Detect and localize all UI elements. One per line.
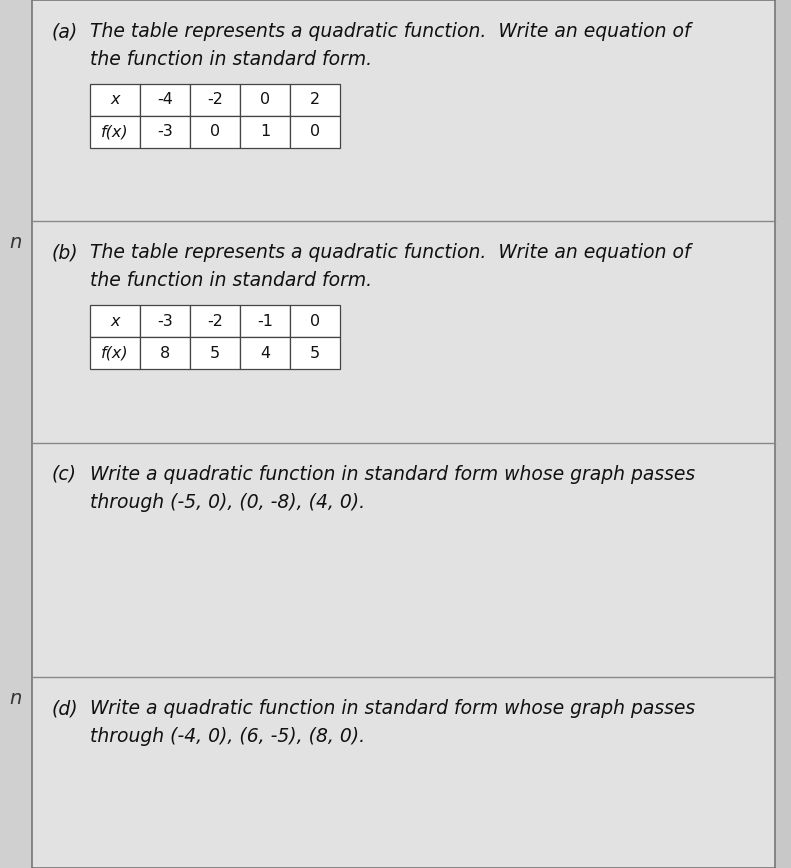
Text: n: n bbox=[9, 689, 22, 708]
Bar bbox=[140, 338, 190, 370]
Bar bbox=[240, 306, 290, 338]
Bar bbox=[90, 116, 140, 148]
Bar bbox=[290, 84, 340, 116]
Text: through (-4, 0), (6, -5), (8, 0).: through (-4, 0), (6, -5), (8, 0). bbox=[90, 727, 365, 746]
Text: 4: 4 bbox=[260, 345, 270, 361]
Text: through (-5, 0), (0, -8), (4, 0).: through (-5, 0), (0, -8), (4, 0). bbox=[90, 493, 365, 511]
Text: 0: 0 bbox=[210, 124, 220, 140]
Text: 1: 1 bbox=[260, 124, 270, 140]
Text: (b): (b) bbox=[52, 243, 78, 262]
Text: -3: -3 bbox=[157, 124, 173, 140]
Text: the function in standard form.: the function in standard form. bbox=[90, 272, 372, 290]
Bar bbox=[0, 0, 32, 868]
Text: 0: 0 bbox=[310, 314, 320, 329]
Bar bbox=[290, 306, 340, 338]
Text: (a): (a) bbox=[52, 22, 78, 41]
Bar bbox=[90, 338, 140, 370]
Text: Write a quadratic function in standard form whose graph passes: Write a quadratic function in standard f… bbox=[90, 464, 695, 483]
Bar bbox=[290, 116, 340, 148]
Text: x: x bbox=[110, 314, 119, 329]
Text: Write a quadratic function in standard form whose graph passes: Write a quadratic function in standard f… bbox=[90, 699, 695, 718]
Text: The table represents a quadratic function.  Write an equation of: The table represents a quadratic functio… bbox=[90, 243, 691, 262]
Bar bbox=[140, 84, 190, 116]
Text: -4: -4 bbox=[157, 93, 173, 108]
Text: (c): (c) bbox=[52, 464, 77, 483]
Bar bbox=[140, 116, 190, 148]
Text: 8: 8 bbox=[160, 345, 170, 361]
Text: -2: -2 bbox=[207, 93, 223, 108]
Text: n: n bbox=[9, 233, 22, 253]
Text: -1: -1 bbox=[257, 314, 273, 329]
Text: 0: 0 bbox=[260, 93, 270, 108]
Text: x: x bbox=[110, 93, 119, 108]
Text: f(x): f(x) bbox=[101, 345, 129, 361]
Bar bbox=[90, 306, 140, 338]
Bar bbox=[90, 84, 140, 116]
Text: 5: 5 bbox=[210, 345, 220, 361]
Text: -3: -3 bbox=[157, 314, 173, 329]
Bar bbox=[190, 84, 240, 116]
Text: (d): (d) bbox=[52, 699, 78, 718]
Text: The table represents a quadratic function.  Write an equation of: The table represents a quadratic functio… bbox=[90, 22, 691, 41]
Bar bbox=[190, 306, 240, 338]
Bar bbox=[240, 84, 290, 116]
Bar bbox=[290, 338, 340, 370]
Text: f(x): f(x) bbox=[101, 124, 129, 140]
Text: -2: -2 bbox=[207, 314, 223, 329]
Bar bbox=[240, 338, 290, 370]
Bar bbox=[240, 116, 290, 148]
Bar bbox=[140, 306, 190, 338]
Bar bbox=[190, 116, 240, 148]
Text: 2: 2 bbox=[310, 93, 320, 108]
Bar bbox=[190, 338, 240, 370]
Text: 0: 0 bbox=[310, 124, 320, 140]
Text: the function in standard form.: the function in standard form. bbox=[90, 50, 372, 69]
Text: 5: 5 bbox=[310, 345, 320, 361]
